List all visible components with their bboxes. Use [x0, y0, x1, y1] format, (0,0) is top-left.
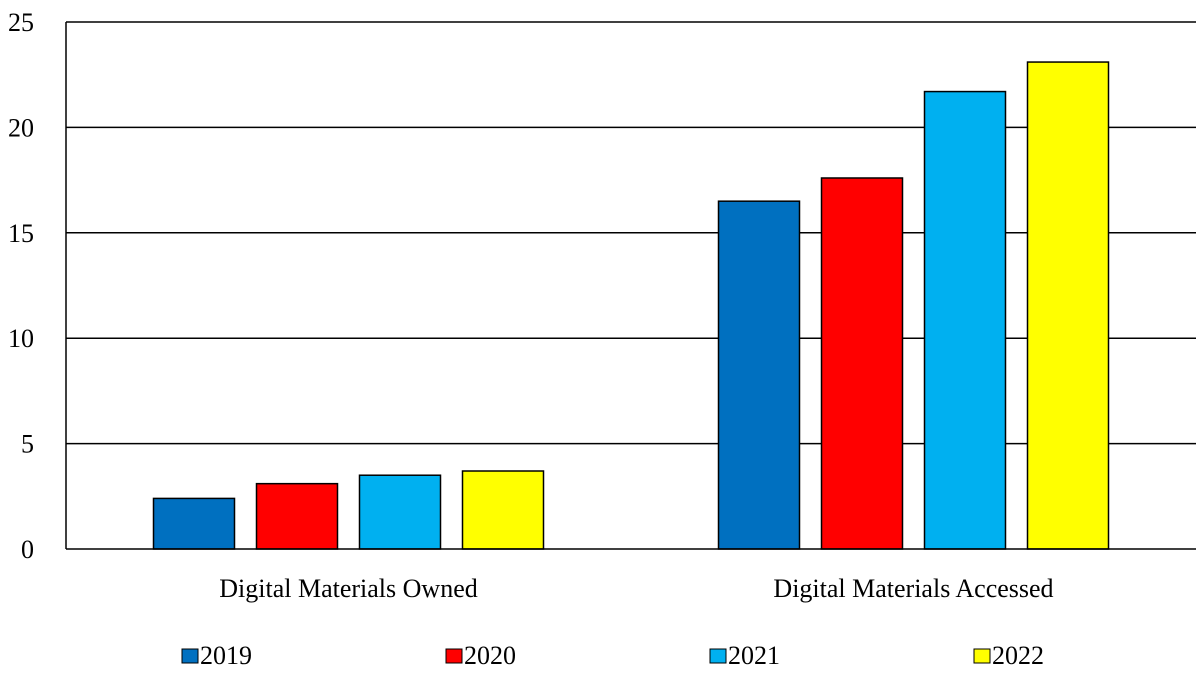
category-labels: Digital Materials Owned Digital Materials… — [219, 574, 1053, 603]
bar-2019-1 — [152, 497, 236, 550]
y-tick-label: 25 — [8, 8, 34, 37]
legend-label: 2019 — [200, 641, 252, 670]
y-tick-label: 20 — [8, 113, 34, 142]
y-tick-label: 10 — [8, 324, 34, 353]
bar-2022-2 — [1026, 61, 1110, 550]
bars — [152, 61, 1110, 550]
y-tick-label: 5 — [21, 430, 34, 459]
legend-swatch-2020 — [445, 648, 463, 664]
legend: 2019 2020 2021 2022 — [181, 641, 1044, 670]
legend-label: 2021 — [728, 641, 780, 670]
legend-swatch-2022 — [973, 648, 991, 664]
bar-2021-2 — [923, 90, 1007, 550]
legend-swatch-2021 — [709, 648, 727, 664]
y-axis-tick-labels: 0 5 10 15 20 25 — [8, 8, 34, 564]
category-label: Digital Materials Owned — [219, 574, 478, 603]
legend-label: 2020 — [464, 641, 516, 670]
y-tick-label: 15 — [8, 219, 34, 248]
bar-2019-2 — [717, 200, 801, 550]
bar-2022-1 — [461, 470, 545, 550]
gridlines — [66, 21, 1196, 445]
category-label: Digital Materials Accessed — [773, 574, 1053, 603]
axes — [65, 22, 1196, 550]
bar-2020-1 — [255, 482, 339, 550]
legend-label: 2022 — [992, 641, 1044, 670]
legend-swatch-2019 — [181, 648, 199, 664]
bar-2020-2 — [820, 177, 904, 550]
bar-2021-1 — [358, 474, 442, 550]
y-tick-label: 0 — [21, 535, 34, 564]
